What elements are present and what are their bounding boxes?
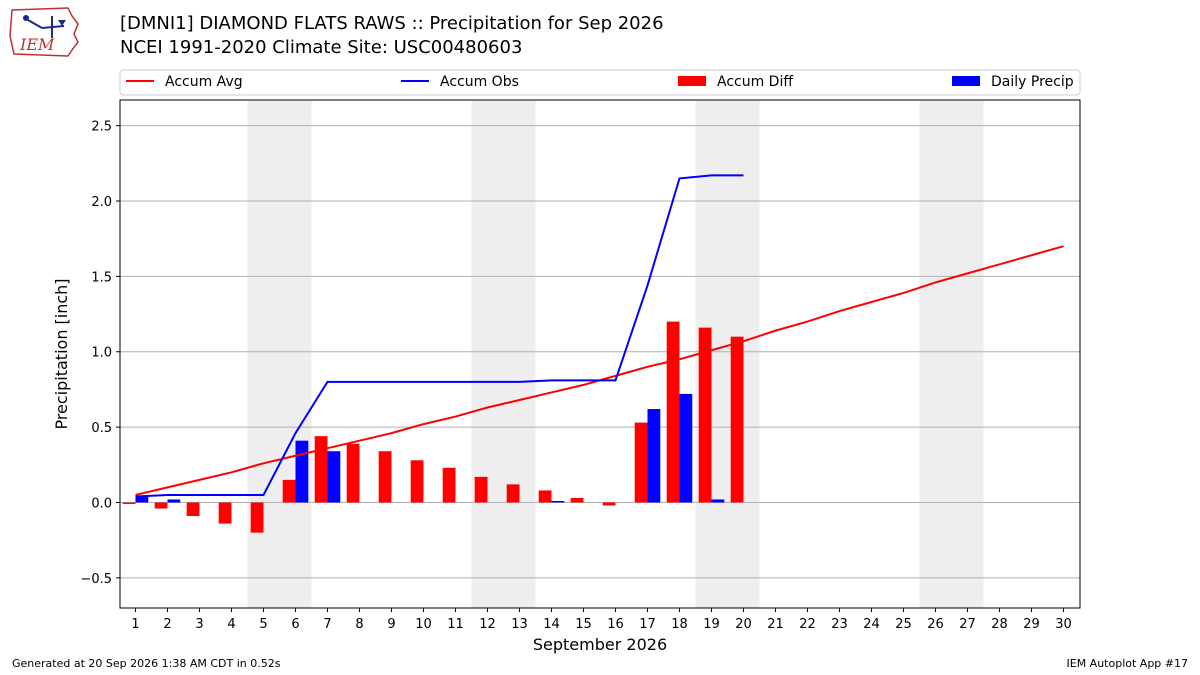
accum-diff-bar-16 bbox=[602, 502, 616, 506]
x-tick-label: 8 bbox=[355, 617, 363, 632]
accum-diff-bar-4 bbox=[218, 502, 232, 524]
app-note: IEM Autoplot App #17 bbox=[1066, 657, 1189, 670]
chart-subtitle: NCEI 1991-2020 Climate Site: USC00480603 bbox=[120, 37, 523, 58]
y-tick-label: 1.5 bbox=[91, 270, 112, 285]
x-tick-label: 14 bbox=[543, 617, 560, 632]
accum-diff-bar-18 bbox=[666, 321, 680, 503]
daily-precip-bar-7 bbox=[327, 451, 341, 503]
x-tick-label: 25 bbox=[895, 617, 912, 632]
x-tick-label: 19 bbox=[703, 617, 720, 632]
x-tick-label: 18 bbox=[671, 617, 688, 632]
accum-diff-bar-20 bbox=[730, 336, 744, 503]
accum-diff-bar-19 bbox=[698, 327, 712, 503]
x-tick-label: 9 bbox=[387, 617, 395, 632]
y-axis-label: Precipitation [inch] bbox=[52, 278, 71, 429]
x-tick-label: 30 bbox=[1055, 617, 1072, 632]
daily-precip-bar-17 bbox=[647, 409, 661, 503]
legend-label-daily-precip: Daily Precip bbox=[991, 74, 1074, 90]
weekend-band bbox=[503, 100, 536, 608]
x-tick-label: 26 bbox=[927, 617, 944, 632]
accum-diff-bar-9 bbox=[378, 451, 392, 503]
y-tick-label: −0.5 bbox=[80, 572, 112, 587]
generated-note: Generated at 20 Sep 2026 1:38 AM CDT in … bbox=[12, 657, 281, 670]
x-tick-label: 6 bbox=[291, 617, 299, 632]
x-tick-label: 3 bbox=[195, 617, 203, 632]
y-tick-label: 2.5 bbox=[91, 120, 112, 135]
accum-diff-bar-17 bbox=[634, 422, 648, 503]
x-tick-label: 27 bbox=[959, 617, 976, 632]
x-tick-label: 4 bbox=[227, 617, 235, 632]
accum-diff-bar-10 bbox=[410, 460, 424, 503]
x-axis-label: September 2026 bbox=[533, 635, 667, 654]
daily-precip-bar-1 bbox=[135, 496, 149, 503]
x-tick-label: 23 bbox=[831, 617, 848, 632]
daily-precip-bar-19 bbox=[711, 499, 725, 503]
accum-diff-bar-15 bbox=[570, 497, 584, 503]
x-tick-label: 7 bbox=[323, 617, 331, 632]
accum-diff-bar-12 bbox=[474, 476, 488, 503]
x-tick-label: 22 bbox=[799, 617, 816, 632]
daily-precip-bar-14 bbox=[551, 500, 565, 503]
x-tick-label: 2 bbox=[163, 617, 171, 632]
daily-precip-bar-18 bbox=[679, 393, 693, 503]
x-tick-label: 10 bbox=[415, 617, 432, 632]
x-tick-label: 13 bbox=[511, 617, 528, 632]
x-tick-label: 29 bbox=[1023, 617, 1040, 632]
x-tick-label: 11 bbox=[447, 617, 464, 632]
accum-diff-bar-13 bbox=[506, 484, 520, 503]
legend-label-accum-obs: Accum Obs bbox=[440, 74, 519, 90]
x-tick-label: 28 bbox=[991, 617, 1008, 632]
x-tick-label: 5 bbox=[259, 617, 267, 632]
y-tick-label: 2.0 bbox=[91, 195, 112, 210]
legend-label-accum-diff: Accum Diff bbox=[717, 74, 793, 90]
y-tick-label: 0.0 bbox=[91, 496, 112, 511]
weekend-band bbox=[919, 100, 952, 608]
accum-diff-bar-5 bbox=[250, 502, 264, 533]
iem-logo: IEM bbox=[8, 6, 80, 58]
accum-diff-bar-8 bbox=[346, 443, 360, 503]
x-tick-label: 12 bbox=[479, 617, 496, 632]
accum-diff-bar-6 bbox=[282, 479, 296, 503]
x-tick-label: 21 bbox=[767, 617, 784, 632]
x-tick-label: 24 bbox=[863, 617, 880, 632]
legend-swatch-daily-precip bbox=[952, 76, 980, 86]
legend-swatch-accum-diff bbox=[678, 76, 706, 86]
daily-precip-bar-6 bbox=[295, 440, 309, 503]
accum-diff-bar-1 bbox=[122, 502, 136, 504]
weekend-band bbox=[951, 100, 984, 608]
accum-diff-bar-11 bbox=[442, 467, 456, 503]
plot-frame bbox=[119, 99, 1081, 609]
accum-obs-line bbox=[135, 174, 744, 498]
legend-label-accum-avg: Accum Avg bbox=[165, 74, 243, 90]
weekend-band bbox=[471, 100, 504, 608]
x-tick-label: 1 bbox=[131, 617, 139, 632]
legend-box bbox=[119, 69, 1081, 96]
y-tick-label: 0.5 bbox=[91, 421, 112, 436]
x-tick-label: 15 bbox=[575, 617, 592, 632]
accum-diff-bar-14 bbox=[538, 490, 552, 503]
y-tick-label: 1.0 bbox=[91, 346, 112, 361]
accum-diff-bar-2 bbox=[154, 502, 168, 509]
logo-text: IEM bbox=[19, 35, 55, 54]
x-tick-label: 20 bbox=[735, 617, 752, 632]
daily-precip-bar-2 bbox=[167, 499, 181, 503]
accum-diff-bar-7 bbox=[314, 436, 328, 503]
accum-diff-bar-3 bbox=[186, 502, 200, 517]
x-tick-label: 16 bbox=[607, 617, 624, 632]
x-tick-label: 17 bbox=[639, 617, 656, 632]
weekend-band bbox=[279, 100, 312, 608]
chart-title: [DMNI1] DIAMOND FLATS RAWS :: Precipitat… bbox=[120, 13, 664, 34]
